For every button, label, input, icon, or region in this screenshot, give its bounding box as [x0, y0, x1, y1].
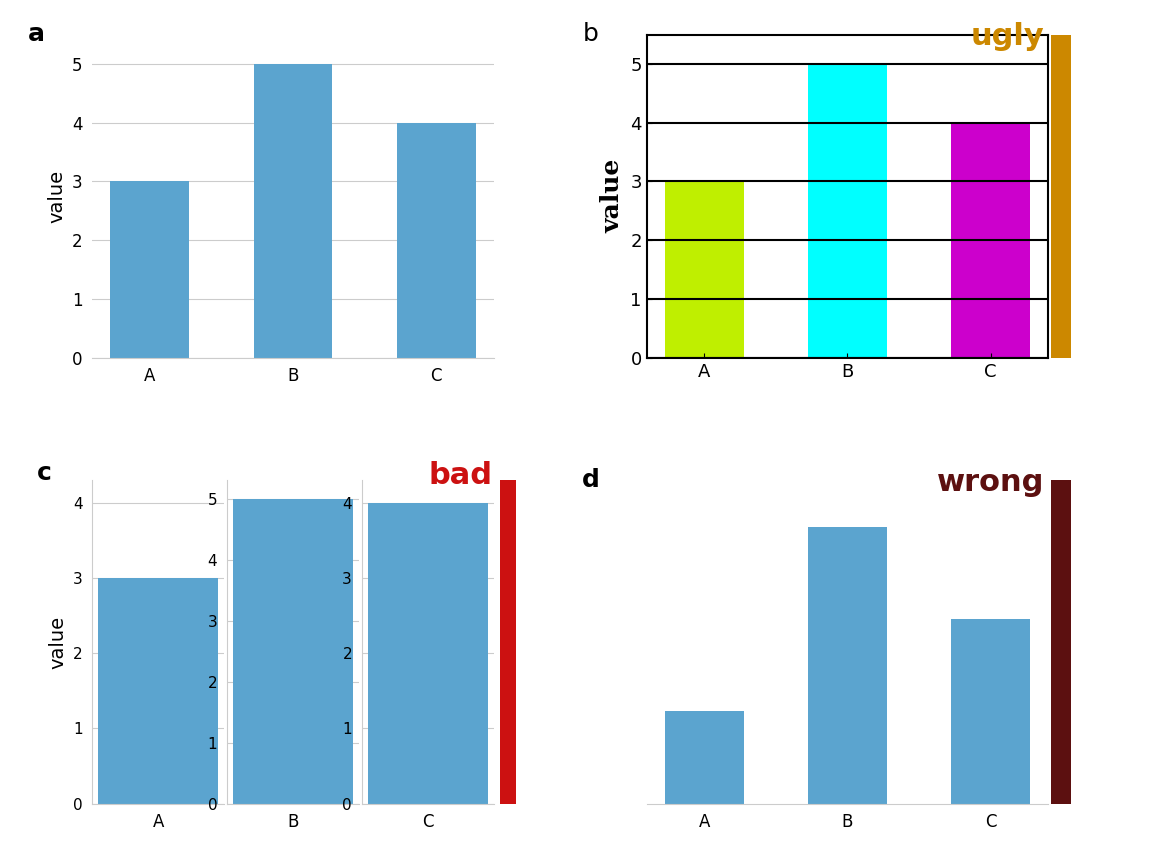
- Text: c: c: [37, 461, 52, 485]
- Y-axis label: value: value: [600, 159, 624, 233]
- Text: a: a: [28, 22, 45, 46]
- Text: ugly: ugly: [970, 22, 1045, 51]
- Text: bad: bad: [429, 461, 493, 490]
- Text: d: d: [582, 467, 600, 492]
- Bar: [665, 181, 743, 358]
- Text: wrong: wrong: [937, 467, 1045, 497]
- Bar: [808, 64, 887, 358]
- Y-axis label: value: value: [48, 615, 67, 669]
- Y-axis label: value: value: [47, 169, 67, 223]
- Bar: [808, 526, 887, 804]
- Bar: [98, 578, 219, 804]
- Text: b: b: [582, 22, 598, 46]
- Bar: [397, 123, 476, 358]
- Bar: [952, 619, 1030, 804]
- Bar: [111, 181, 189, 358]
- Bar: [253, 64, 333, 358]
- Bar: [952, 123, 1030, 358]
- Bar: [665, 711, 743, 804]
